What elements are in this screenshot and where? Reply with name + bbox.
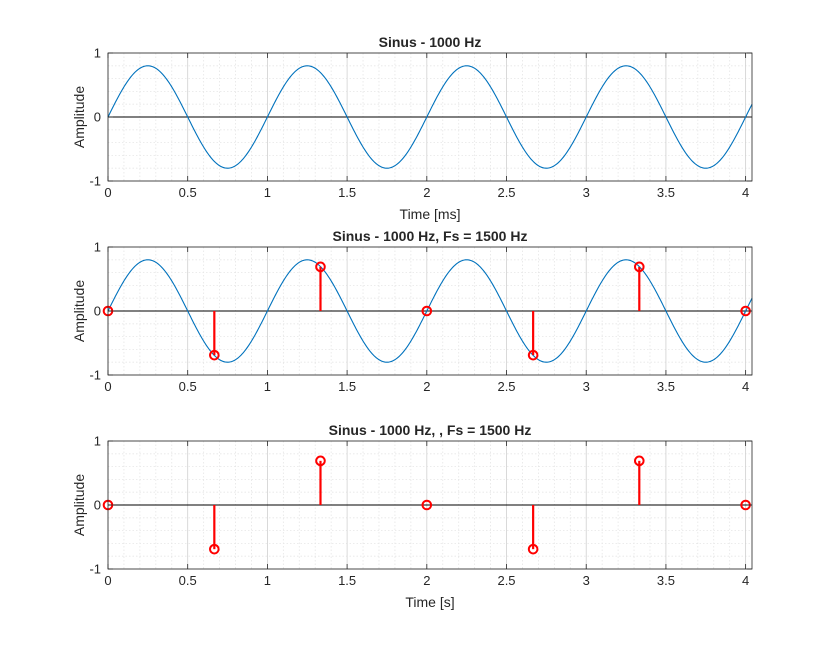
- series-layer: [102, 259, 753, 363]
- x-tick-label: 0: [104, 379, 111, 394]
- y-tick-label: -1: [89, 174, 101, 189]
- y-axis-label: Amplitude: [71, 86, 87, 148]
- subplot-sinus-1000hz: 0 0.5 1 1.5 2 2.5 3 3.5 4-101 Sinus - 1000 Hz Ti…: [71, 34, 753, 222]
- subplot-samples-only: 0 0.5 1 1.5 2 2.5 3 3.5 4-101 Sinus - 1000 Hz, ,…: [71, 422, 753, 610]
- x-tick-label: 2: [423, 573, 430, 588]
- y-tick-label: 1: [94, 434, 101, 449]
- y-tick-label: 0: [94, 304, 101, 319]
- x-tick-label: 3.5: [657, 379, 675, 394]
- sine-curve-line: [107, 259, 753, 363]
- stem-marker: [421, 499, 433, 511]
- x-tick-label: 0.5: [179, 185, 197, 200]
- y-tick-label: 0: [94, 498, 101, 513]
- subplot-title: Sinus - 1000 Hz: [379, 34, 482, 50]
- tick-labels: 0 0.5 1 1.5 2 2.5 3 3.5 4-101: [89, 434, 752, 588]
- subplot-title: Sinus - 1000 Hz, , Fs = 1500 Hz: [329, 422, 532, 438]
- x-tick-label: 2: [423, 379, 430, 394]
- x-tick-label: 1.5: [338, 379, 356, 394]
- stem-marker: [209, 543, 220, 555]
- subplot-sinus-sampled: 0 0.5 1 1.5 2 2.5 3 3.5 4-101 Sinus - 1000 Hz, F…: [71, 228, 753, 394]
- stem-marker: [421, 305, 433, 317]
- x-tick-label: 1: [264, 573, 271, 588]
- x-tick-label: 3: [583, 185, 590, 200]
- x-tick-label: 0: [104, 573, 111, 588]
- tick-labels: 0 0.5 1 1.5 2 2.5 3 3.5 4-101: [89, 46, 752, 200]
- x-tick-label: 0.5: [179, 573, 197, 588]
- stem-marker: [209, 349, 220, 361]
- x-axis-label: Time [ms]: [400, 206, 461, 222]
- x-tick-label: 4: [742, 573, 749, 588]
- x-tick-label: 1: [264, 379, 271, 394]
- stem-marker: [527, 349, 539, 361]
- x-tick-label: 2: [423, 185, 430, 200]
- x-tick-label: 2.5: [497, 573, 515, 588]
- x-tick-label: 2.5: [497, 379, 515, 394]
- x-tick-label: 3: [583, 379, 590, 394]
- x-tick-label: 3.5: [657, 573, 675, 588]
- x-tick-label: 3: [583, 573, 590, 588]
- x-tick-label: 3.5: [657, 185, 675, 200]
- sine-curve-line: [107, 65, 753, 169]
- stem-marker: [634, 261, 645, 273]
- subplot-title: Sinus - 1000 Hz, Fs = 1500 Hz: [333, 228, 528, 244]
- stem-marker: [315, 455, 326, 467]
- x-axis-label: Time [s]: [405, 594, 454, 610]
- x-tick-label: 0: [104, 185, 111, 200]
- stem-marker: [634, 455, 645, 467]
- x-tick-label: 0.5: [179, 379, 197, 394]
- series-layer: [107, 65, 753, 169]
- tick-labels: 0 0.5 1 1.5 2 2.5 3 3.5 4-101: [89, 240, 752, 394]
- y-tick-label: 1: [94, 46, 101, 61]
- y-axis-label: Amplitude: [71, 474, 87, 536]
- x-tick-label: 1.5: [338, 185, 356, 200]
- y-tick-label: -1: [89, 368, 101, 383]
- y-axis-label: Amplitude: [71, 280, 87, 342]
- y-tick-label: -1: [89, 562, 101, 577]
- y-tick-label: 0: [94, 110, 101, 125]
- stem-marker: [527, 543, 539, 555]
- x-tick-label: 1: [264, 185, 271, 200]
- y-tick-label: 1: [94, 240, 101, 255]
- x-tick-label: 1.5: [338, 573, 356, 588]
- x-tick-label: 2.5: [497, 185, 515, 200]
- stem-marker: [315, 261, 326, 273]
- x-tick-label: 4: [742, 185, 749, 200]
- x-tick-label: 4: [742, 379, 749, 394]
